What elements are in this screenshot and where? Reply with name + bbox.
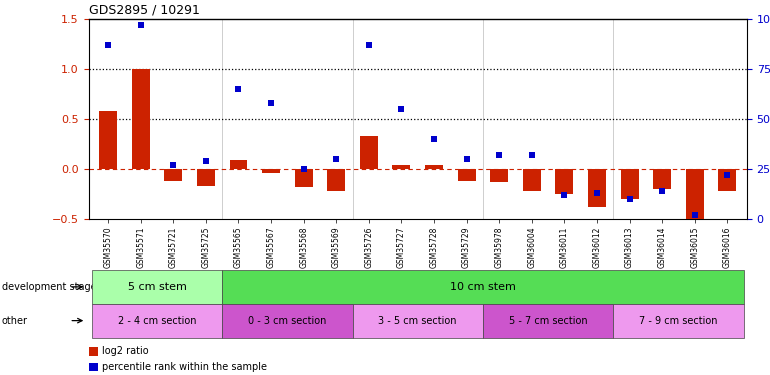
Bar bbox=[89, 347, 98, 355]
Bar bbox=[483, 304, 613, 338]
Text: 10 cm stem: 10 cm stem bbox=[450, 282, 516, 292]
Bar bbox=[555, 169, 574, 194]
Bar bbox=[490, 169, 508, 182]
Bar bbox=[164, 169, 182, 181]
Bar bbox=[621, 169, 638, 200]
Text: percentile rank within the sample: percentile rank within the sample bbox=[102, 362, 266, 372]
Bar bbox=[229, 160, 247, 169]
Bar bbox=[262, 169, 280, 173]
Bar bbox=[686, 169, 704, 224]
Bar bbox=[393, 165, 410, 169]
Text: 2 - 4 cm section: 2 - 4 cm section bbox=[118, 316, 196, 326]
Text: 0 - 3 cm section: 0 - 3 cm section bbox=[248, 316, 326, 326]
Bar bbox=[457, 169, 476, 181]
Bar bbox=[132, 69, 149, 169]
Bar bbox=[588, 169, 606, 207]
Text: 5 cm stem: 5 cm stem bbox=[128, 282, 186, 292]
Text: 7 - 9 cm section: 7 - 9 cm section bbox=[639, 316, 718, 326]
Bar bbox=[92, 270, 223, 304]
Bar bbox=[613, 304, 744, 338]
Text: 5 - 7 cm section: 5 - 7 cm section bbox=[509, 316, 588, 326]
Bar bbox=[360, 136, 378, 169]
Bar bbox=[223, 304, 353, 338]
Bar bbox=[89, 363, 98, 371]
Bar bbox=[718, 169, 736, 191]
Bar bbox=[197, 169, 215, 186]
Bar bbox=[92, 304, 223, 338]
Bar bbox=[523, 169, 541, 191]
Bar bbox=[327, 169, 345, 191]
Text: log2 ratio: log2 ratio bbox=[102, 346, 149, 356]
Bar bbox=[425, 165, 443, 169]
Bar bbox=[653, 169, 671, 189]
Text: 3 - 5 cm section: 3 - 5 cm section bbox=[379, 316, 457, 326]
Bar bbox=[223, 270, 744, 304]
Bar bbox=[353, 304, 483, 338]
Text: development stage: development stage bbox=[2, 282, 96, 292]
Text: other: other bbox=[2, 316, 28, 326]
Bar bbox=[295, 169, 313, 187]
Text: GDS2895 / 10291: GDS2895 / 10291 bbox=[89, 4, 199, 17]
Bar bbox=[99, 111, 117, 169]
